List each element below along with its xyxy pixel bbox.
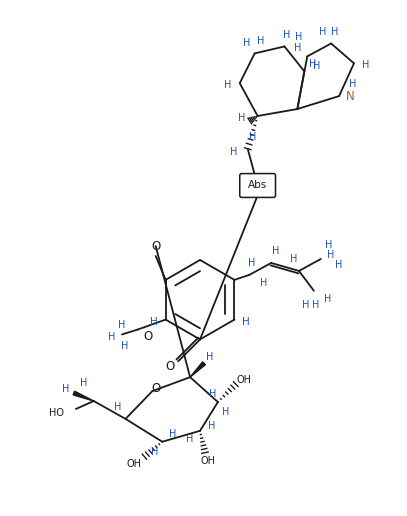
Text: H: H: [325, 240, 333, 250]
Text: H: H: [324, 294, 331, 304]
Text: H: H: [186, 434, 194, 444]
Text: H: H: [257, 37, 264, 46]
Text: H: H: [230, 147, 237, 157]
Text: H: H: [118, 319, 126, 330]
Text: H: H: [272, 246, 280, 256]
Text: H: H: [295, 31, 302, 41]
Text: H: H: [331, 26, 339, 37]
Text: H: H: [349, 79, 357, 89]
Text: Abs: Abs: [248, 181, 267, 190]
Text: H: H: [309, 59, 316, 69]
Text: O: O: [143, 330, 152, 343]
Text: H: H: [294, 43, 301, 54]
Text: O: O: [152, 382, 161, 395]
Text: OH: OH: [236, 375, 251, 385]
Text: H: H: [150, 316, 158, 327]
Text: H: H: [290, 254, 298, 264]
Polygon shape: [190, 362, 206, 377]
Text: H: H: [209, 389, 217, 399]
Text: H: H: [247, 258, 255, 268]
Text: N: N: [346, 90, 355, 103]
Text: H: H: [243, 316, 250, 327]
Text: H: H: [208, 421, 216, 431]
Text: H: H: [362, 60, 370, 70]
Text: H: H: [243, 39, 250, 49]
Text: OH: OH: [127, 459, 142, 469]
Text: O: O: [151, 239, 160, 252]
Text: H: H: [249, 132, 256, 142]
Text: O: O: [166, 360, 175, 373]
Polygon shape: [73, 391, 94, 401]
Text: OH: OH: [201, 456, 215, 465]
Text: H: H: [238, 113, 245, 123]
Text: H: H: [108, 332, 116, 343]
Text: H: H: [312, 300, 319, 310]
Text: H: H: [80, 378, 88, 388]
Text: H: H: [62, 384, 70, 394]
Text: H: H: [222, 407, 230, 417]
Text: H: H: [121, 342, 129, 351]
FancyBboxPatch shape: [240, 173, 276, 198]
Text: H: H: [206, 352, 214, 362]
Text: H: H: [313, 61, 320, 71]
Text: H: H: [114, 402, 121, 412]
Text: H: H: [260, 278, 267, 288]
Text: H: H: [327, 250, 335, 260]
Text: H: H: [151, 447, 158, 457]
Text: H: H: [302, 300, 310, 310]
Text: H: H: [224, 80, 232, 90]
Text: H: H: [335, 260, 342, 270]
Text: H: H: [319, 26, 327, 37]
Text: H: H: [168, 429, 176, 439]
Text: H: H: [283, 29, 290, 40]
Text: HO: HO: [49, 408, 64, 418]
